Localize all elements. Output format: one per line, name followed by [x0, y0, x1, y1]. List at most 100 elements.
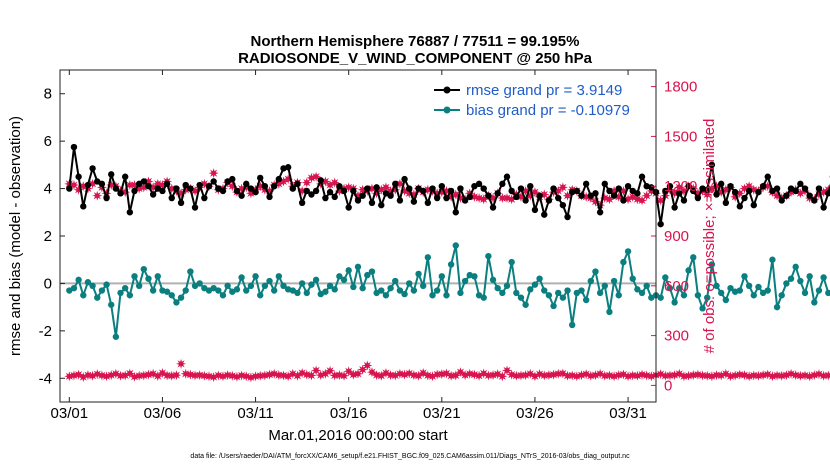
data-point [257, 174, 264, 182]
data-point [657, 294, 664, 301]
data-point [671, 299, 678, 306]
data-point [704, 186, 711, 193]
data-point [312, 276, 320, 284]
data-point [382, 292, 390, 299]
data-point-star [404, 368, 415, 379]
data-point [75, 173, 82, 180]
data-point [424, 199, 432, 206]
data-point [340, 276, 348, 284]
data-point [582, 180, 590, 188]
legend-rmse-swatch-marker [443, 86, 451, 94]
data-point [182, 181, 189, 189]
data-point [364, 185, 371, 192]
data-point [303, 289, 310, 297]
data-point [801, 289, 809, 297]
data-point [205, 183, 213, 190]
data-point [578, 192, 585, 199]
data-point [792, 263, 799, 271]
data-point [606, 308, 613, 316]
data-point [731, 188, 739, 196]
data-point [168, 194, 175, 202]
data-point [666, 183, 674, 190]
data-point [662, 274, 669, 281]
data-point [587, 277, 595, 285]
data-point [201, 194, 208, 202]
data-point [722, 199, 730, 206]
data-point [806, 192, 813, 199]
data-point [340, 187, 348, 195]
data-point-star [827, 371, 830, 379]
series-3 [64, 358, 830, 383]
data-point [443, 292, 450, 299]
data-point [177, 294, 185, 301]
data-point [424, 254, 432, 261]
data-point [238, 192, 245, 199]
series-0 [66, 143, 830, 228]
data-point-star [208, 168, 219, 179]
data-point-star [557, 182, 568, 193]
data-point [331, 286, 338, 293]
data-point [70, 284, 78, 292]
chart-subtitle: RADIOSONDE_V_WIND_COMPONENT @ 250 hPa [238, 50, 593, 67]
y-right-tick-label: 300 [664, 328, 689, 345]
data-point [466, 193, 473, 201]
data-point [624, 183, 632, 190]
data-point [536, 275, 543, 282]
x-axis-label: Mar.01,2016 00:00:00 start [268, 427, 448, 444]
data-point [238, 274, 245, 281]
data-point [322, 194, 329, 202]
data-point [359, 284, 366, 292]
data-point [592, 268, 599, 275]
data-point [387, 284, 394, 292]
data-point [294, 180, 301, 188]
y-right-tick-label: 900 [664, 228, 689, 245]
data-point-star [823, 370, 830, 381]
data-point [759, 183, 767, 190]
data-point [713, 282, 720, 289]
data-point [378, 287, 385, 294]
data-point [66, 185, 73, 192]
data-point [410, 198, 418, 205]
data-point [545, 197, 553, 204]
data-point [517, 294, 525, 301]
data-point [657, 220, 664, 228]
data-point [615, 292, 622, 299]
data-point [550, 302, 557, 310]
data-point [98, 180, 106, 188]
data-point [396, 287, 404, 294]
data-point [596, 289, 604, 297]
data-point [494, 190, 501, 197]
data-point [503, 173, 511, 180]
data-point [275, 175, 283, 183]
data-point [578, 287, 585, 294]
data-point [261, 183, 269, 190]
data-point [326, 188, 334, 196]
data-point [84, 181, 92, 189]
data-point [257, 292, 264, 299]
data-point [568, 321, 576, 329]
data-point [154, 273, 161, 280]
data-point [84, 279, 92, 286]
data-point [261, 282, 269, 289]
data-point [447, 261, 455, 268]
data-point [559, 294, 567, 301]
data-point [345, 267, 352, 274]
data-point [694, 194, 702, 202]
data-point [312, 187, 320, 195]
data-point [163, 180, 171, 188]
data-point [429, 185, 436, 192]
data-point [499, 180, 506, 188]
data-point [117, 190, 124, 197]
data-point [815, 287, 823, 294]
data-point [541, 211, 548, 218]
data-point [135, 282, 143, 289]
data-point [89, 165, 96, 172]
legend-rmse-label: rmse grand pr = 3.9149 [466, 82, 622, 99]
data-point [713, 191, 720, 198]
data-point [438, 273, 446, 280]
data-point [80, 292, 87, 299]
data-point [112, 185, 120, 192]
data-point [121, 284, 129, 292]
data-point [280, 282, 287, 289]
data-point [564, 213, 571, 221]
